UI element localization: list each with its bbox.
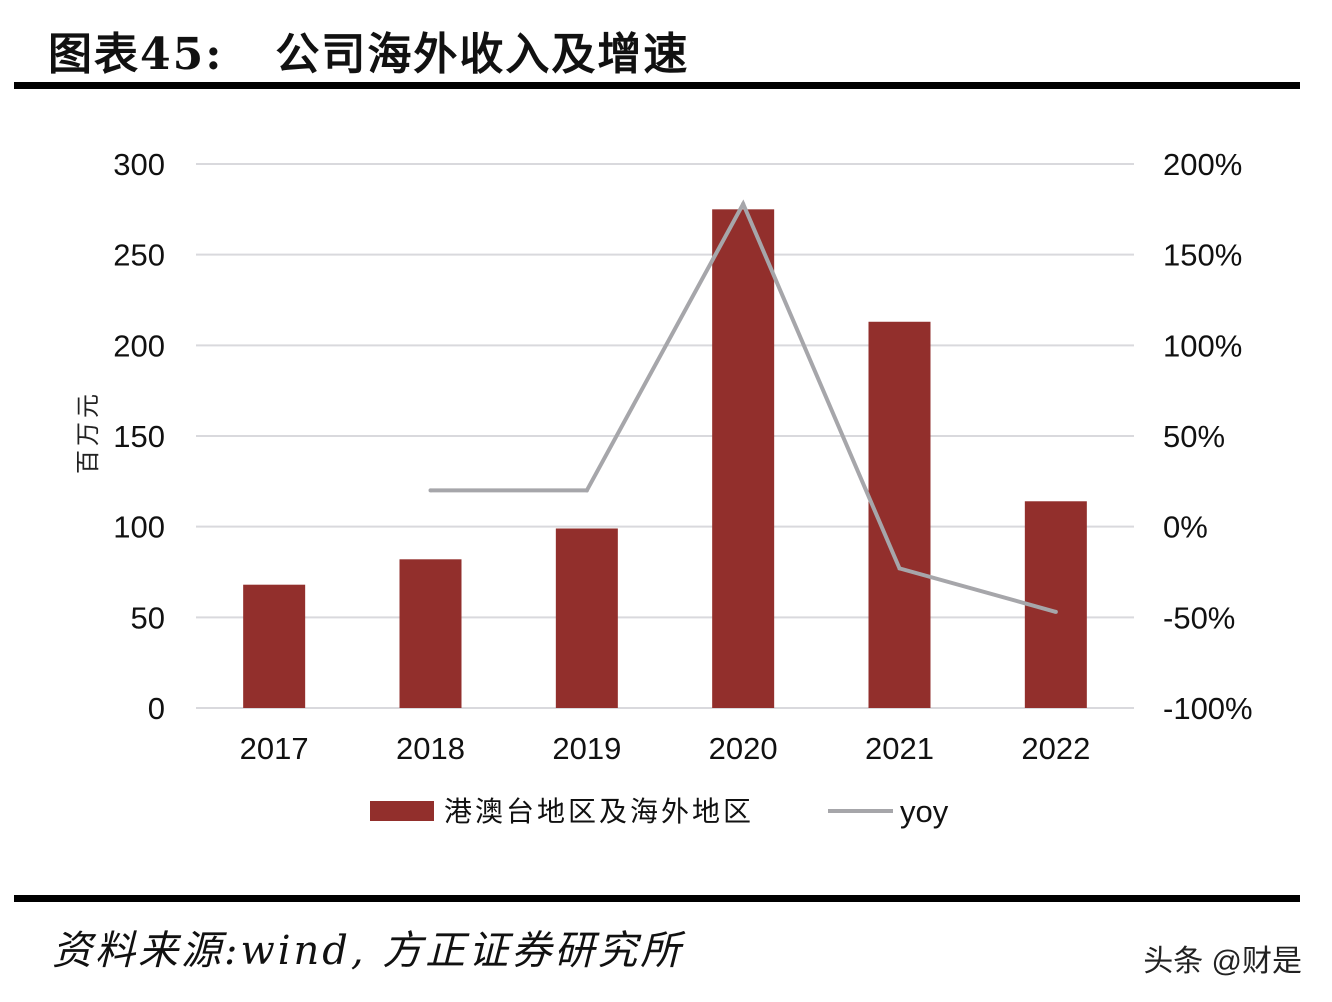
x-tick-label: 2018 [396, 731, 465, 766]
y-tick-label: 150 [113, 419, 165, 454]
source-note: 资料来源:wind, 方正证券研究所 [52, 928, 684, 974]
y2-tick-label: 150% [1163, 238, 1242, 273]
bar-2020 [712, 209, 775, 709]
figure-title: 图表45: 公司海外收入及增速 [48, 29, 690, 80]
chart: 0 -100% 50 -50% 100 0% 150 50% 200 100% 250 150% 300… [75, 147, 1253, 829]
bar-2021 [868, 321, 931, 708]
legend-label-bar: 港澳台地区及海外地区 [444, 796, 754, 827]
y2-tick-label: -50% [1163, 600, 1235, 635]
y-tick-label: 100 [113, 510, 165, 545]
y2-tick-label: 0% [1163, 510, 1208, 545]
bar-2017 [243, 584, 306, 708]
y2-tick-label: -100% [1163, 691, 1253, 726]
y-tick-label: 50 [131, 600, 165, 635]
x-tick-label: 2022 [1021, 731, 1090, 766]
yoy-point [1053, 609, 1058, 614]
y2-tick-label: 100% [1163, 328, 1242, 363]
yoy-point [897, 566, 902, 571]
top-rule [14, 82, 1300, 89]
bar-2018 [399, 559, 462, 708]
bar-2019 [555, 528, 618, 708]
y2-tick-label: 200% [1163, 147, 1242, 182]
watermark: 头条 @财是 [1143, 945, 1302, 978]
x-tick-label: 2021 [865, 731, 934, 766]
y-axis-label: 百万元 [75, 390, 102, 474]
y-tick-label: 250 [113, 238, 165, 273]
yoy-point [428, 488, 433, 493]
bottom-rule [14, 895, 1300, 902]
legend-swatch-bar [370, 801, 434, 821]
y-tick-label: 300 [113, 147, 165, 182]
yoy-point [584, 488, 589, 493]
x-tick-label: 2019 [552, 731, 621, 766]
y-tick-label: 200 [113, 328, 165, 363]
yoy-point [741, 201, 746, 206]
x-tick-label: 2020 [709, 731, 778, 766]
y2-tick-label: 50% [1163, 419, 1225, 454]
y-tick-label: 0 [148, 691, 165, 726]
x-tick-label: 2017 [240, 731, 309, 766]
legend-label-line: yoy [900, 794, 949, 829]
